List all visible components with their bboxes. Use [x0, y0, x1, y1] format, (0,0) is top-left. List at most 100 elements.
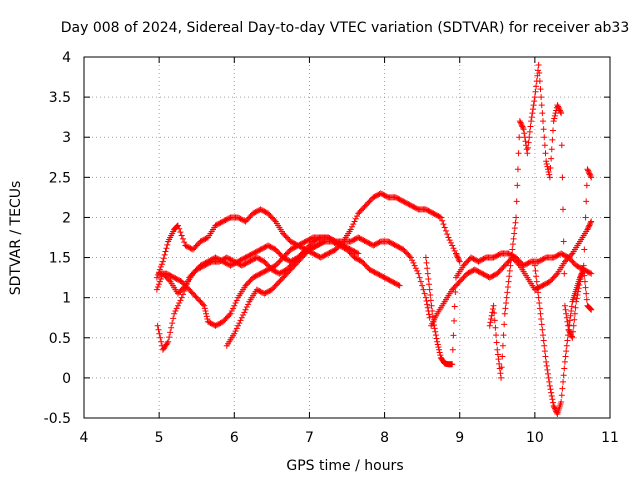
data-point: [186, 286, 193, 293]
data-point: [362, 202, 369, 209]
data-point: [365, 199, 372, 206]
data-point: [556, 107, 563, 114]
data-point: [406, 253, 413, 260]
data-point: [457, 277, 464, 284]
data-point: [484, 273, 491, 280]
data-point: [251, 273, 258, 280]
data-point: [345, 245, 352, 252]
data-point: [545, 374, 552, 381]
data-point: [275, 259, 282, 266]
data-point: [499, 265, 506, 272]
data-point: [332, 238, 339, 245]
data-point: [530, 102, 537, 109]
data-point: [301, 251, 308, 258]
data-point: [375, 191, 382, 198]
data-point: [217, 219, 224, 226]
data-point: [404, 250, 411, 257]
data-point: [221, 217, 228, 224]
data-point: [420, 286, 427, 293]
data-point: [283, 234, 290, 241]
data-point: [451, 283, 458, 290]
y-tick-label: 3.5: [49, 90, 71, 106]
data-point: [584, 226, 591, 233]
data-point: [509, 254, 516, 261]
data-point: [187, 287, 194, 294]
data-point: [241, 217, 248, 224]
data-point: [265, 266, 272, 273]
data-point: [262, 243, 269, 250]
data-point: [385, 238, 392, 245]
data-point: [310, 244, 317, 251]
data-point: [548, 277, 555, 284]
data-point: [255, 287, 262, 294]
data-point: [516, 134, 523, 141]
data-point: [524, 144, 531, 151]
data-point: [326, 235, 333, 242]
data-point: [390, 279, 397, 286]
data-point: [189, 246, 196, 253]
data-point: [174, 276, 181, 283]
data-point: [557, 108, 564, 115]
data-point: [497, 370, 504, 377]
data-point: [478, 257, 485, 264]
data-point: [452, 282, 459, 289]
data-point: [162, 248, 169, 255]
data-point: [456, 258, 463, 265]
data-point: [275, 279, 282, 286]
data-point: [570, 259, 577, 266]
data-point: [168, 324, 175, 331]
data-point: [588, 174, 595, 181]
data-point: [226, 215, 233, 222]
data-point: [268, 264, 275, 271]
data-point: [178, 286, 185, 293]
data-point: [381, 192, 388, 199]
data-point: [553, 271, 560, 278]
data-point: [387, 239, 394, 246]
data-point: [266, 243, 273, 250]
data-point: [250, 256, 257, 263]
data-point: [501, 262, 508, 269]
data-point: [424, 301, 431, 308]
data-point: [372, 269, 379, 276]
data-point: [218, 219, 225, 226]
data-point: [551, 405, 558, 412]
data-point: [535, 62, 542, 69]
data-point: [543, 358, 550, 365]
data-point: [243, 259, 250, 266]
data-point: [303, 237, 310, 244]
data-point: [564, 255, 571, 262]
data-point: [465, 269, 472, 276]
data-point: [560, 378, 567, 385]
data-point: [233, 325, 240, 332]
data-point: [411, 204, 418, 211]
data-point: [401, 247, 408, 254]
data-point: [426, 281, 433, 288]
data-point: [242, 254, 249, 261]
data-point: [480, 271, 487, 278]
data-point: [350, 247, 357, 254]
data-point: [491, 317, 498, 324]
data-point: [432, 211, 439, 218]
data-point: [198, 263, 205, 270]
data-point: [236, 215, 243, 222]
data-point: [238, 216, 245, 223]
data-point: [191, 291, 198, 298]
data-point: [535, 294, 542, 301]
data-point: [256, 287, 263, 294]
data-point: [558, 392, 565, 399]
data-point: [258, 245, 265, 252]
data-point: [240, 312, 247, 319]
data-point: [181, 281, 188, 288]
data-point: [585, 167, 592, 174]
data-point: [449, 242, 456, 249]
chart-title: Day 008 of 2024, Sidereal Day-to-day VTE…: [61, 20, 630, 36]
data-point: [291, 262, 298, 269]
data-point: [302, 250, 309, 257]
data-point: [558, 250, 565, 257]
data-point: [276, 278, 283, 285]
data-point: [288, 265, 295, 272]
data-point: [459, 275, 466, 282]
data-point: [338, 241, 345, 248]
data-point: [352, 215, 359, 222]
data-point: [446, 237, 453, 244]
